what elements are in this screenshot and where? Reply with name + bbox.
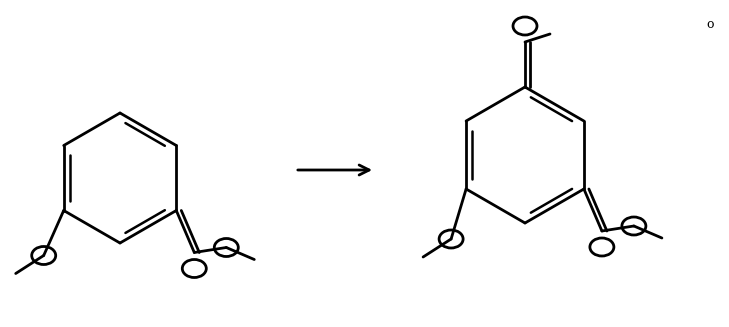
Text: o: o [706, 19, 714, 31]
